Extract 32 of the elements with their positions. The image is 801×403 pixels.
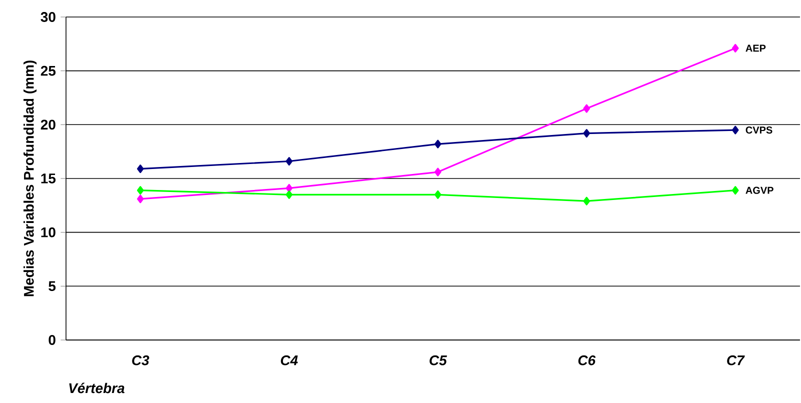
- point: [732, 186, 739, 195]
- point: [286, 184, 293, 192]
- point: [732, 44, 739, 52]
- point: [434, 190, 442, 199]
- point: [583, 104, 590, 113]
- x-tick-label: C6: [578, 355, 596, 366]
- point: [583, 196, 590, 206]
- x-tick-label: C7: [727, 355, 745, 366]
- point: [434, 168, 442, 176]
- y-tick-label: 20: [40, 120, 56, 130]
- point: [136, 186, 144, 195]
- x-tick-label: C5: [430, 355, 447, 366]
- x-tick-label: C4: [280, 355, 298, 366]
- series-label: CVPS: [746, 126, 772, 134]
- point: [732, 126, 739, 134]
- x-tick-label: C3: [132, 355, 150, 366]
- point: [286, 156, 293, 166]
- y-tick-label: 30: [40, 12, 56, 22]
- point: [136, 194, 144, 204]
- point: [286, 190, 293, 199]
- y-axis-title: Medias Variables Profundidad (mm): [24, 60, 37, 296]
- point: [583, 129, 590, 138]
- series-label: AEP: [746, 44, 766, 52]
- y-tick-label: 25: [40, 66, 56, 76]
- y-tick-label: 5: [48, 281, 56, 292]
- x-axis-title: Vértebra: [69, 382, 124, 394]
- point: [136, 164, 144, 174]
- series-label: AGVP: [746, 186, 774, 194]
- y-tick-label: 15: [41, 174, 56, 184]
- point: [434, 140, 442, 148]
- y-tick-label: 10: [41, 227, 56, 238]
- y-tick-label: 0: [48, 335, 56, 345]
